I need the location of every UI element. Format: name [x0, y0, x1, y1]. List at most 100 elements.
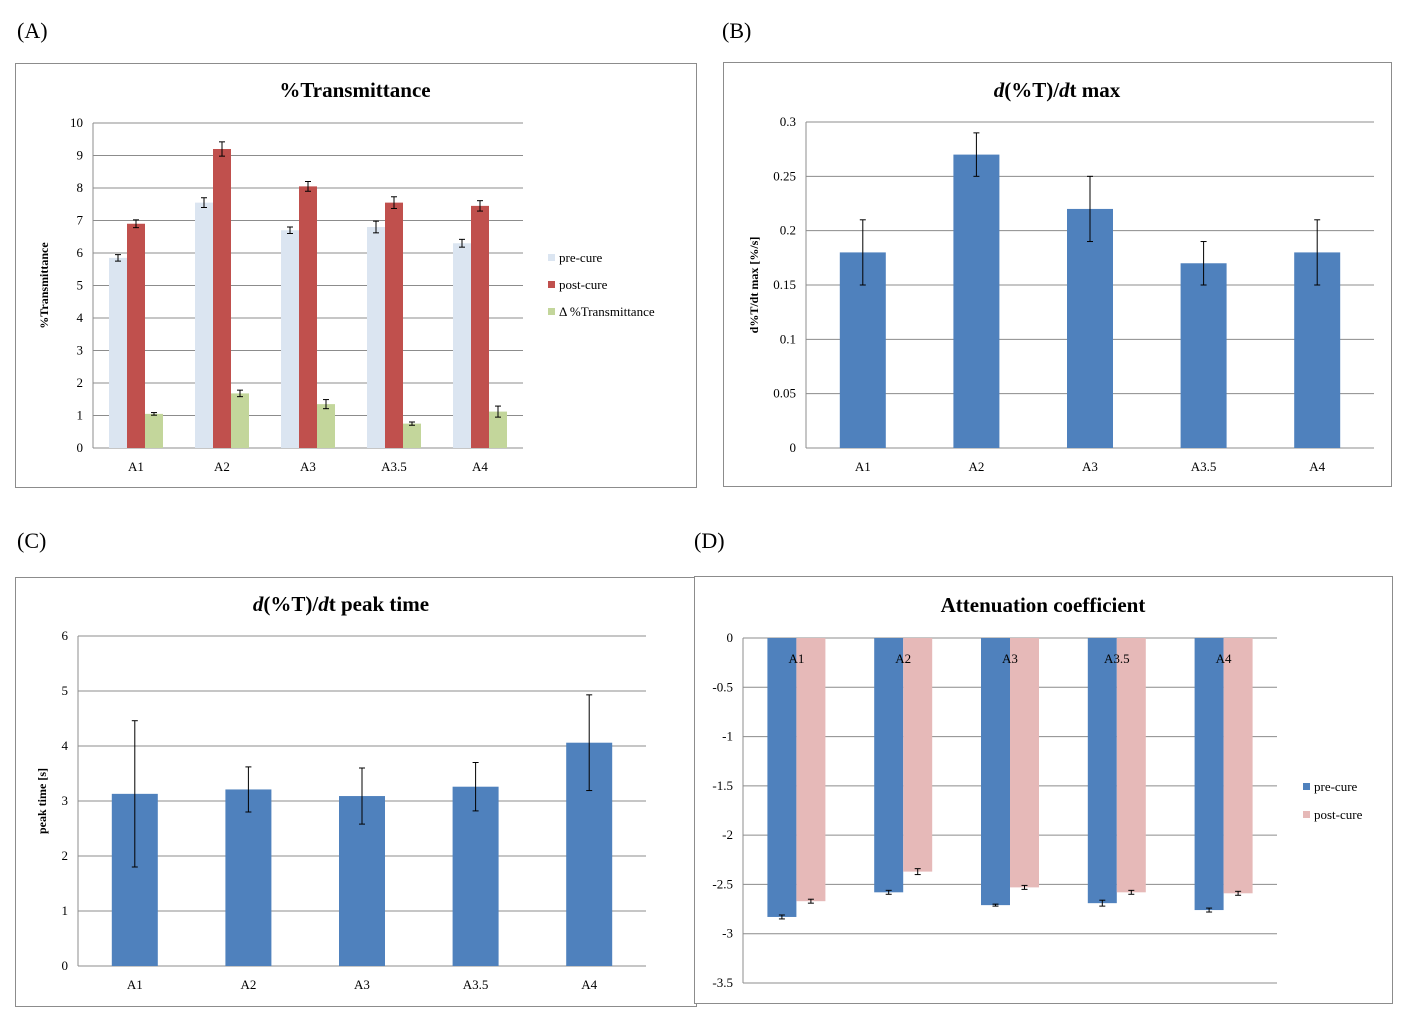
chart-d-ytick-label: -1 [722, 729, 733, 744]
chart-d-ytick-label: -0.5 [712, 679, 733, 694]
chart-a-category-label: A1 [128, 459, 144, 474]
chart-c-ytick-label: 3 [62, 793, 69, 808]
chart-a-bar [145, 413, 163, 448]
chart-c-ytick-label: 1 [62, 903, 69, 918]
chart-d-legend-swatch [1303, 783, 1310, 790]
chart-a-category-label: A2 [214, 459, 230, 474]
chart-a-ytick-label: 4 [77, 310, 84, 325]
chart-a-category-label: A3.5 [381, 459, 407, 474]
chart-a-category-label: A3 [300, 459, 316, 474]
chart-c-ylabel: peak time [s] [35, 768, 49, 834]
chart-b-ylabel: d%T/dt max [%/s] [747, 237, 761, 334]
chart-d-ytick-label: -3.5 [712, 975, 733, 990]
chart-c-category-label: A1 [127, 977, 143, 992]
chart-d-ytick-label: 0 [727, 630, 734, 645]
chart-a-bar [453, 243, 471, 448]
chart-d-bar [981, 638, 1010, 906]
chart-a-legend-label: pre-cure [559, 250, 603, 265]
chart-a-bar [367, 227, 385, 448]
chart-b-frame [723, 62, 1392, 487]
chart-b-ytick-label: 0.2 [780, 223, 796, 238]
chart-d-category-label: A2 [895, 651, 911, 666]
chart-a-bar [109, 257, 127, 448]
chart-b-bar [1180, 263, 1227, 448]
chart-a-ytick-label: 7 [77, 213, 84, 228]
chart-a-bar [195, 202, 213, 448]
chart-a-legend-swatch [548, 281, 555, 288]
chart-c-bar [452, 786, 499, 966]
chart-c-category-label: A2 [240, 977, 256, 992]
chart-c-ytick-label: 2 [62, 848, 69, 863]
chart-a-bar [489, 411, 507, 448]
chart-d-ytick-label: -1.5 [712, 778, 733, 793]
chart-a-ytick-label: 8 [77, 180, 84, 195]
chart-a-legend-swatch [548, 254, 555, 261]
chart-b-category-label: A2 [968, 459, 984, 474]
chart-c-category-label: A3.5 [463, 977, 489, 992]
chart-c-ytick-label: 6 [62, 628, 69, 643]
chart-b-ytick-label: 0 [790, 440, 797, 455]
chart-c-category-label: A3 [354, 977, 370, 992]
chart-c-ytick-label: 0 [62, 958, 69, 973]
chart-a-legend-swatch [548, 308, 555, 315]
chart-a-ytick-label: 6 [77, 245, 84, 260]
chart-b-title: d(%T)/dt max [994, 78, 1121, 102]
chart-a-legend-label: post-cure [559, 277, 608, 292]
chart-a-ytick-label: 1 [77, 408, 84, 423]
chart-b-bar [1067, 208, 1113, 448]
chart-d-bar [874, 638, 904, 893]
panel-label-b: (B) [722, 18, 752, 43]
chart-a-bar [385, 202, 403, 448]
chart-a-ytick-label: 2 [77, 375, 84, 390]
chart-c-bar [225, 789, 272, 966]
chart-a-ytick-label: 3 [77, 343, 84, 358]
chart-b-ytick-label: 0.25 [773, 168, 796, 183]
chart-a-ytick-label: 0 [77, 440, 84, 455]
chart-b-ytick-label: 0.15 [773, 277, 796, 292]
chart-a-category-label: A4 [472, 459, 488, 474]
chart-a-bar [299, 186, 317, 448]
chart-d-bar [1010, 638, 1039, 888]
chart-a-ytick-label: 9 [77, 148, 84, 163]
chart-a-bar [471, 205, 489, 448]
chart-d-bar [796, 638, 826, 902]
chart-d-ytick-label: -2.5 [712, 876, 733, 891]
panel-label-a: (A) [17, 18, 48, 43]
chart-d-bar [903, 638, 933, 872]
chart-a-title: %Transmittance [279, 78, 430, 102]
chart-b-category-label: A3.5 [1191, 459, 1217, 474]
chart-d-bar [767, 638, 797, 917]
chart-d-ytick-label: -3 [722, 926, 733, 941]
chart-d-bar [1116, 638, 1146, 893]
chart-d-legend-label: pre-cure [1314, 779, 1358, 794]
chart-d-bar [1194, 638, 1224, 911]
chart-b-ytick-label: 0.1 [780, 331, 796, 346]
chart-c-ytick-label: 5 [62, 683, 69, 698]
chart-d-legend-swatch [1303, 811, 1310, 818]
chart-b-ytick-label: 0.3 [780, 114, 796, 129]
chart-b-ytick-label: 0.05 [773, 386, 796, 401]
chart-d-bar [1087, 638, 1117, 904]
chart-a-bar [127, 223, 145, 448]
chart-a-bar [213, 149, 231, 448]
chart-d-category-label: A3.5 [1104, 651, 1130, 666]
chart-b-category-label: A1 [855, 459, 871, 474]
chart-a-ytick-label: 5 [77, 278, 84, 293]
chart-c-title: d(%T)/dt peak time [253, 592, 429, 616]
chart-a-bar [231, 393, 249, 448]
chart-b-category-label: A3 [1082, 459, 1098, 474]
chart-b-bar [953, 154, 1000, 448]
chart-d-category-label: A1 [788, 651, 804, 666]
chart-d-bar [1223, 638, 1253, 894]
chart-a-ytick-label: 10 [70, 115, 83, 130]
chart-c-category-label: A4 [581, 977, 597, 992]
chart-d-category-label: A4 [1216, 651, 1232, 666]
panel-label-c: (C) [17, 528, 47, 553]
chart-d-title: Attenuation coefficient [941, 593, 1146, 617]
chart-a-ylabel: %Transmittance [37, 242, 51, 329]
chart-a-bar [403, 423, 421, 448]
chart-a-legend-label: Δ %Transmittance [559, 304, 655, 319]
chart-c-ytick-label: 4 [62, 738, 69, 753]
chart-d-legend-label: post-cure [1314, 807, 1363, 822]
